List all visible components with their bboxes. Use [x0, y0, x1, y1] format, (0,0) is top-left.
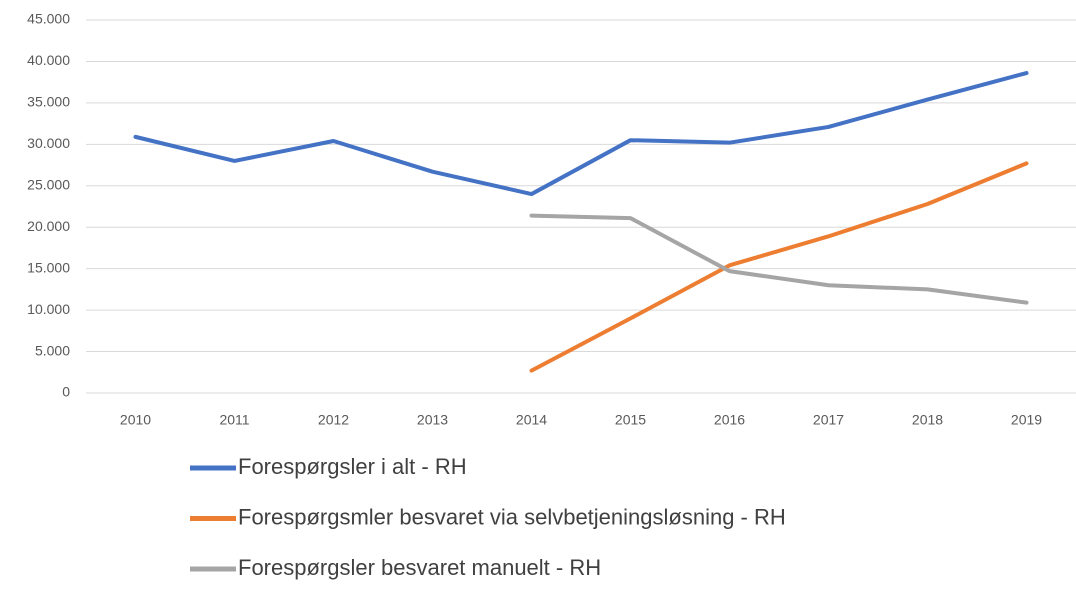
x-tick-label: 2017	[813, 412, 844, 428]
x-tick-label: 2012	[318, 412, 349, 428]
legend-label: Forespørgsmler besvaret via selvbetjenin…	[238, 504, 786, 529]
x-tick-label: 2018	[912, 412, 943, 428]
y-tick-label: 15.000	[27, 259, 70, 275]
legend-label: Forespørgsler besvaret manuelt - RH	[238, 555, 601, 580]
x-tick-label: 2013	[417, 412, 448, 428]
x-tick-label: 2015	[615, 412, 646, 428]
y-tick-label: 20.000	[27, 218, 70, 234]
y-tick-label: 5.000	[35, 342, 70, 358]
y-tick-label: 10.000	[27, 301, 70, 317]
x-tick-label: 2010	[120, 412, 151, 428]
series-line	[529, 213, 1029, 305]
x-tick-label: 2019	[1011, 412, 1042, 428]
y-tick-label: 25.000	[27, 176, 70, 192]
y-tick-label: 40.000	[27, 52, 70, 68]
y-tick-label: 30.000	[27, 135, 70, 151]
x-tick-label: 2011	[219, 412, 249, 428]
y-tick-label: 35.000	[27, 94, 70, 110]
x-tick-label: 2014	[516, 412, 547, 428]
series-line	[133, 71, 1029, 197]
x-tick-label: 2016	[714, 412, 745, 428]
legend-label: Forespørgsler i alt - RH	[238, 454, 467, 479]
y-tick-label: 45.000	[27, 11, 70, 27]
series-line	[529, 161, 1029, 373]
y-tick-label: 0	[62, 384, 70, 400]
